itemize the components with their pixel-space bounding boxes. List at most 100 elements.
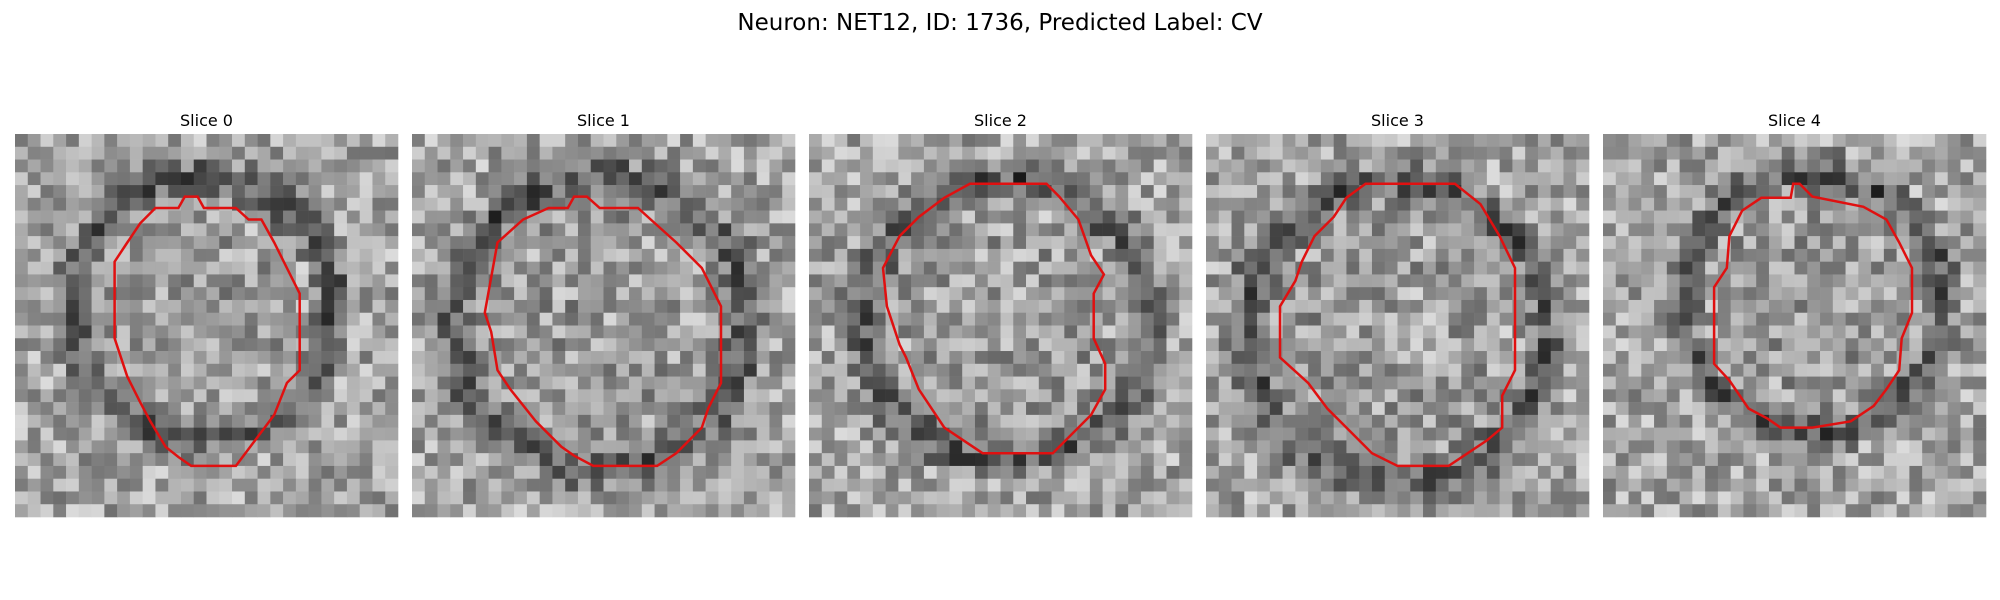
- pixel: [1537, 261, 1551, 275]
- pixel: [769, 299, 783, 314]
- pixel: [1717, 299, 1731, 314]
- pixel: [270, 185, 284, 199]
- pixel: [1550, 453, 1564, 467]
- pixel: [577, 465, 592, 479]
- pixel: [1244, 159, 1258, 173]
- pixel: [206, 465, 220, 479]
- pixel: [1909, 440, 1923, 454]
- pixel: [743, 351, 757, 365]
- pixel: [412, 134, 426, 148]
- pixel: [821, 389, 835, 403]
- pixel: [232, 504, 246, 518]
- pixel: [1115, 299, 1129, 314]
- pixel: [514, 159, 528, 173]
- pixel: [359, 274, 373, 288]
- pixel: [27, 440, 41, 454]
- pixel: [463, 312, 477, 326]
- pixel: [1845, 389, 1859, 403]
- pixel: [1206, 287, 1220, 301]
- pixel: [1166, 453, 1180, 467]
- pixel: [552, 312, 566, 326]
- pixel: [1628, 363, 1642, 377]
- pixel: [1077, 389, 1091, 403]
- pixel: [1206, 248, 1220, 262]
- pixel: [705, 465, 719, 479]
- pixel: [1064, 172, 1078, 186]
- pixel: [424, 478, 438, 492]
- pixel: [1218, 274, 1232, 288]
- pixel: [1115, 376, 1129, 390]
- pixel: [1692, 504, 1706, 518]
- pixel: [1603, 274, 1617, 288]
- pixel: [680, 299, 694, 314]
- pixel: [501, 504, 515, 518]
- pixel: [1000, 185, 1014, 199]
- pixel: [1474, 491, 1488, 505]
- pixel: [860, 504, 874, 518]
- pixel: [1615, 478, 1629, 492]
- pixel: [1730, 197, 1744, 211]
- pixel: [129, 414, 143, 428]
- pixel: [731, 274, 745, 288]
- pixel: [654, 338, 668, 352]
- pixel: [1525, 389, 1539, 403]
- pixel: [1320, 414, 1334, 428]
- pixel: [295, 440, 309, 454]
- pixel: [641, 402, 655, 416]
- pixel: [692, 146, 706, 160]
- pixel: [15, 389, 29, 403]
- pixel: [949, 274, 963, 288]
- pixel: [552, 363, 566, 377]
- pixel: [1537, 299, 1551, 314]
- pixel: [1807, 312, 1821, 326]
- pixel: [834, 338, 848, 352]
- pixel: [705, 440, 719, 454]
- pixel: [577, 299, 592, 314]
- pixel: [1153, 210, 1167, 224]
- pixel: [590, 248, 604, 262]
- pixel: [78, 248, 92, 262]
- pixel: [987, 172, 1001, 186]
- pixel: [1461, 376, 1475, 390]
- pixel: [923, 248, 937, 262]
- pixel: [1384, 185, 1398, 199]
- pixel: [308, 299, 322, 314]
- pixel: [654, 172, 668, 186]
- pixel: [514, 338, 528, 352]
- pixel: [514, 274, 528, 288]
- pixel: [1102, 312, 1116, 326]
- pixel: [232, 261, 246, 275]
- pixel: [1320, 197, 1334, 211]
- pixel: [1576, 363, 1590, 377]
- pixel: [654, 376, 668, 390]
- pixel: [731, 299, 745, 314]
- pixel: [1883, 338, 1897, 352]
- pixel: [898, 261, 912, 275]
- pixel: [629, 363, 643, 377]
- pixel: [782, 287, 796, 301]
- pixel: [1820, 504, 1834, 518]
- pixel: [1423, 504, 1437, 518]
- pixel: [1295, 440, 1309, 454]
- pixel: [257, 402, 271, 416]
- pixel: [1384, 223, 1398, 237]
- pixel: [1705, 504, 1719, 518]
- pixel: [885, 376, 899, 390]
- pixel: [1666, 478, 1680, 492]
- pixel: [1435, 338, 1449, 352]
- pixel: [1563, 478, 1577, 492]
- pixel: [437, 402, 451, 416]
- pixel: [1064, 274, 1078, 288]
- pixel: [308, 338, 322, 352]
- pixel: [1218, 325, 1232, 339]
- pixel: [1051, 453, 1065, 467]
- pixel: [346, 338, 360, 352]
- pixel: [53, 134, 67, 148]
- pixel: [756, 134, 770, 148]
- pixel: [1615, 427, 1629, 441]
- pixel: [1730, 185, 1744, 199]
- pixel: [1654, 402, 1668, 416]
- pixel: [1960, 427, 1974, 441]
- pixel: [577, 134, 592, 148]
- pixel: [1128, 465, 1142, 479]
